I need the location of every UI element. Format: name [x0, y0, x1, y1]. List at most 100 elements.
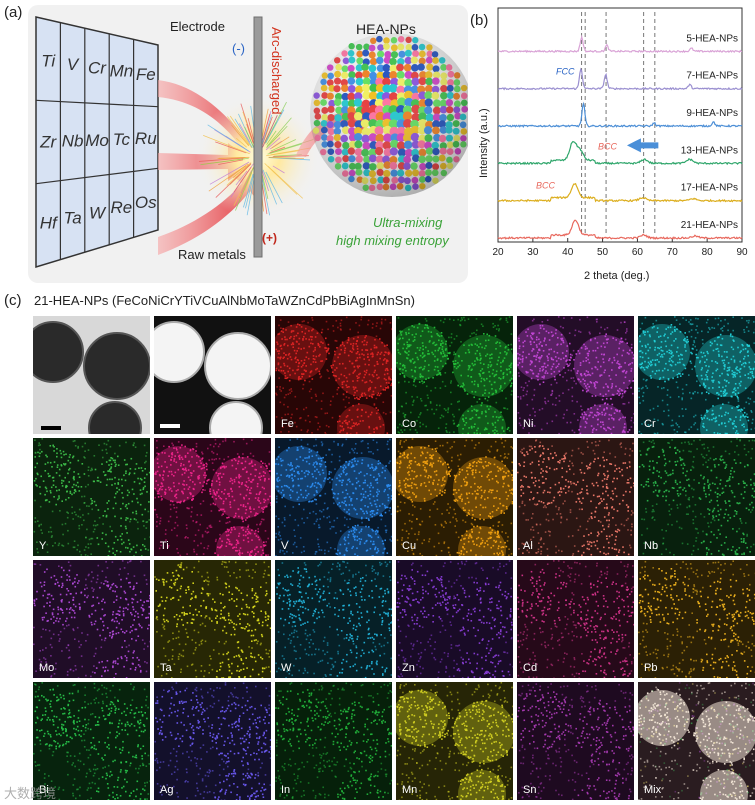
x-tick-label: 80 — [702, 247, 714, 258]
burst-ray — [233, 166, 252, 193]
x-tick-label: 20 — [492, 247, 504, 258]
element-map-label: Mix — [644, 784, 662, 796]
plot-frame — [497, 7, 743, 243]
tem-image — [33, 316, 150, 434]
element-symbol: Mn — [110, 62, 134, 81]
element-map-label: In — [281, 784, 291, 796]
xrd-chart-panel: 20 30 40 50 60 70 80 90 5-HEA-NPs 7-HEA-NPs 9-HEA-… — [476, 2, 755, 292]
element-map-label: W — [281, 662, 292, 674]
grid-row-line — [35, 99, 159, 108]
grid-row-line — [35, 167, 159, 185]
burst-ray — [270, 139, 296, 152]
element-map-label: Al — [523, 540, 533, 552]
element-map-label: Mo — [39, 662, 55, 674]
chart-ylabel: Intensity (a.u.) — [478, 108, 490, 178]
burst-ray — [267, 165, 304, 199]
arc-discharged-label: Arc-discharged — [269, 27, 284, 115]
x-tick-label: 70 — [667, 247, 679, 258]
burst-ray — [209, 161, 250, 185]
element-map-cu: Cu — [396, 438, 513, 556]
electrode-label: Electrode — [170, 19, 225, 34]
element-map-label: Zn — [402, 662, 415, 674]
panel-c-label: (c) — [4, 292, 22, 309]
element-map-label: V — [281, 540, 289, 552]
element-symbol: Os — [135, 193, 157, 212]
x-tick-label: 30 — [527, 247, 539, 258]
series-label: 21-HEA-NPs — [681, 220, 738, 231]
element-symbol: Cr — [88, 58, 107, 77]
burst-ray — [262, 113, 271, 140]
schematic-panel: Ti V Cr Mn Fe Zr Nb Mo Tc Ru Hf Ta W Re Os Electrode (… — [28, 5, 474, 283]
element-symbol: V — [67, 55, 80, 74]
element-map-pb: Pb — [638, 560, 755, 678]
haadf-image — [154, 316, 271, 434]
burst-ray — [227, 116, 250, 146]
burst-ray — [208, 163, 249, 192]
element-symbol: Re — [111, 198, 133, 217]
xrd-series-line — [497, 101, 743, 128]
chart-xlabel: 2 theta (deg.) — [584, 270, 650, 282]
element-map-label: Cu — [402, 540, 417, 552]
element-map-in: In — [275, 682, 392, 800]
burst-ray — [243, 173, 254, 208]
burst-ray — [245, 172, 255, 209]
element-map-ti: Ti — [154, 438, 271, 556]
watermark: 大数跨境 — [4, 786, 57, 801]
series-label: 7-HEA-NPs — [686, 71, 738, 82]
burst-ray — [268, 156, 304, 160]
element-map-label: Co — [402, 418, 417, 430]
burst-ray — [215, 163, 252, 198]
element-map-cd: Cd — [517, 560, 634, 678]
element-symbol: Mo — [85, 131, 109, 150]
element-map-label: Ni — [523, 418, 534, 430]
burst-ray — [265, 137, 281, 151]
element-symbol: Tc — [113, 130, 131, 149]
element-map-label: Fe — [281, 418, 294, 430]
burst-ray — [266, 125, 288, 149]
element-symbol: Hf — [40, 214, 59, 233]
burst-ray — [244, 172, 253, 191]
element-map-mo: Mo — [33, 560, 150, 678]
caption-line-1: Ultra-mixing — [373, 215, 443, 230]
element-map-mn: Mn — [396, 682, 513, 800]
hea-sphere-shade — [310, 33, 474, 197]
element-map-bi: Bi — [33, 682, 150, 800]
element-symbol: Ru — [135, 129, 157, 148]
element-map-label: Nb — [644, 540, 659, 552]
x-tick-label: 60 — [632, 247, 644, 258]
x-tick-label: 90 — [736, 247, 748, 258]
xrd-series-line — [497, 67, 743, 91]
phase-annotation: FCC — [556, 67, 575, 77]
element-map-sn: Sn — [517, 682, 634, 800]
burst-ray — [265, 109, 285, 143]
schematic-illustration: Ti V Cr Mn Fe Zr Nb Mo Tc Ru Hf Ta W Re Os — [35, 16, 474, 269]
element-symbol: W — [89, 203, 107, 222]
element-map-label: Bi — [39, 784, 49, 796]
element-map-label: Pb — [644, 662, 658, 674]
burst-ray — [218, 159, 244, 165]
element-map-label: Ti — [160, 540, 169, 552]
burst-ray — [269, 146, 286, 154]
element-map-label: Cr — [644, 418, 656, 430]
element-symbol: Ta — [63, 208, 81, 227]
electrode-rod — [253, 16, 263, 258]
raw-metals-label: Raw metals — [178, 247, 246, 262]
element-symbol: Zr — [39, 133, 57, 152]
element-map-zn: Zn — [396, 560, 513, 678]
shift-arrow — [626, 138, 659, 153]
element-map-label: Ag — [160, 784, 174, 796]
burst-ray — [246, 124, 254, 143]
series-label: 13-HEA-NPs — [681, 145, 738, 156]
burst-ray — [244, 127, 255, 148]
element-map-label: Sn — [523, 784, 537, 796]
maps-title: 21-HEA-NPs (FeCoNiCrYTiVCuAlNbMoTaWZnCdP… — [34, 293, 415, 308]
element-map-label: Cd — [523, 662, 538, 674]
burst-ray — [207, 124, 249, 152]
series-label: 9-HEA-NPs — [686, 108, 738, 119]
burst-ray — [271, 136, 290, 149]
series-label: 5-HEA-NPs — [686, 33, 738, 44]
panel-a-label: (a) — [4, 4, 23, 21]
burst-ray — [235, 170, 248, 186]
burst-ray — [236, 137, 247, 148]
element-map-ag: Ag — [154, 682, 271, 800]
